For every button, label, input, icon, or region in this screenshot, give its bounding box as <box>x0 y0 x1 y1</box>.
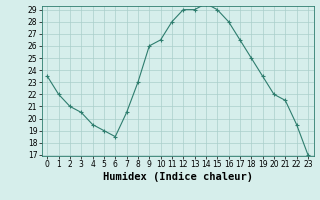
X-axis label: Humidex (Indice chaleur): Humidex (Indice chaleur) <box>103 172 252 182</box>
